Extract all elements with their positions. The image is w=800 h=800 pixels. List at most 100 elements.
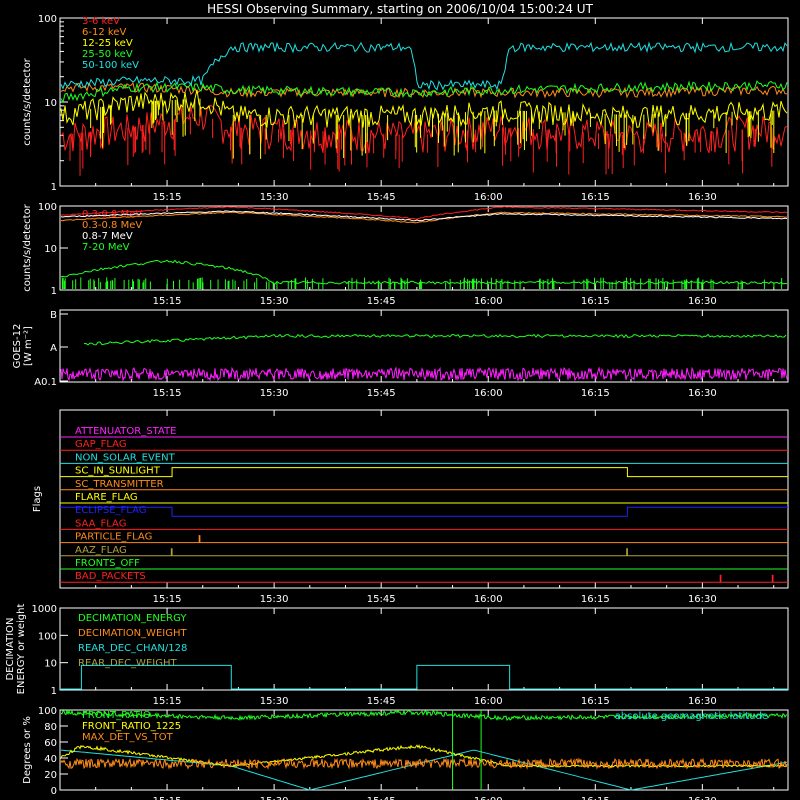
goes-panel-xtick-label: 16:15: [581, 388, 610, 399]
dec-ytick-label: 1: [51, 686, 57, 697]
front-panel-xtick-label: 16:30: [688, 796, 717, 800]
flags-panel-frame: [59, 409, 789, 589]
decimation-panel-xtick-label: 15:45: [367, 696, 396, 707]
decimation-panel-frame: [59, 607, 789, 691]
dec-legend-3: REAR_DEC_WEIGHT: [78, 658, 177, 669]
goes-ytick-label: A: [50, 343, 57, 354]
gamma-panel-xtick-label: 15:30: [260, 296, 289, 307]
svg-text:[W m⁻²]: [W m⁻²]: [23, 326, 34, 366]
front-ytick-label: 80: [44, 722, 57, 733]
flag-label-4: SC_TRANSMITTER: [75, 479, 164, 490]
front-ylabel: Degrees or %: [22, 716, 33, 784]
goes-ytick-label: B: [50, 310, 57, 321]
gamma-panel-xtick-label: 15:15: [153, 296, 182, 307]
chart-title: HESSI Observing Summary, starting on 200…: [207, 2, 593, 16]
gamma-series-2: [60, 210, 788, 222]
goes-panel-frame: [59, 309, 789, 383]
xray-panel-xtick-label: 15:45: [367, 192, 396, 203]
dec-legend-0: DECIMATION_ENERGY: [78, 613, 187, 624]
xray-ytick-label: 1: [51, 182, 57, 193]
xray-panel-xtick-label: 15:15: [153, 192, 182, 203]
front-series-2: [60, 757, 788, 770]
goes-series-low: [60, 366, 788, 382]
xray-series-0: [60, 104, 788, 154]
xray-panel-xtick-label: 16:15: [581, 192, 610, 203]
front-series-0: [60, 708, 788, 721]
flag-line-9: [60, 548, 788, 557]
flag-label-2: NON_SOLAR_EVENT: [75, 452, 176, 463]
xray-panel-xtick-label: 16:30: [688, 192, 717, 203]
flag-line-11: [60, 574, 788, 583]
front-panel-frame: [59, 709, 789, 791]
decimation-panel-xtick-label: 15:30: [260, 696, 289, 707]
front-ytick-label: 100: [38, 706, 57, 717]
goes-series-high: [83, 333, 787, 346]
xray-legend-3: 25-50 keV: [82, 49, 133, 60]
xray-panel-xtick-label: 16:00: [474, 192, 503, 203]
flag-line-3: [60, 467, 788, 478]
flag-line-8: [60, 535, 788, 544]
gamma-ytick-label: 100: [38, 202, 57, 213]
flags-panel-xtick-label: 16:00: [474, 594, 503, 605]
dec-ytick-label: 1000: [32, 604, 57, 615]
flag-label-5: FLARE_FLAG: [75, 492, 138, 503]
xray-legend-4: 50-100 keV: [82, 60, 139, 71]
flags-panel-xtick-label: 15:45: [367, 594, 396, 605]
gamma-series-0: [60, 206, 788, 220]
gamma-series-1: [60, 211, 788, 224]
xray-ytick-label: 100: [38, 14, 57, 25]
decimation-panel-xtick-label: 16:15: [581, 696, 610, 707]
flags-panel-xtick-label: 16:30: [688, 594, 717, 605]
dec-ytick-label: 10: [44, 659, 57, 670]
flag-label-11: BAD_PACKETS: [75, 571, 146, 582]
flags-ylabel: Flags: [32, 486, 43, 512]
flags-panel-xtick-label: 15:30: [260, 594, 289, 605]
flag-label-1: GAP_FLAG: [75, 439, 127, 450]
front-legend-1: FRONT_RATIO_1225: [82, 721, 181, 732]
goes-panel-xtick-label: 15:45: [367, 388, 396, 399]
gamma-panel-xtick-label: 15:45: [367, 296, 396, 307]
front-panel-xtick-label: 15:15: [153, 796, 182, 800]
gamma-panel-xtick-label: 16:30: [688, 296, 717, 307]
gamma-legend-2: 0.8-7 MeV: [82, 231, 133, 242]
gamma-ytick-label: 1: [51, 286, 57, 297]
decimation-panel-xtick-label: 15:15: [153, 696, 182, 707]
gamma-series-3: [60, 259, 788, 285]
xray-panel-xtick-label: 15:30: [260, 192, 289, 203]
flag-label-6: ECLIPSE_FLAG: [75, 505, 146, 516]
front-annotation: absolute geomagnetic latitude: [615, 711, 768, 722]
front-legend-2: MAX_DET_VS_TOT: [82, 732, 174, 743]
front-panel-xtick-label: 15:45: [367, 796, 396, 800]
front-ytick-label: 0: [51, 786, 57, 797]
xray-legend-1: 6-12 keV: [82, 27, 126, 38]
front-ytick-label: 60: [44, 738, 57, 749]
dec-ytick-label: 100: [38, 631, 57, 642]
flags-panel-xtick-label: 15:15: [153, 594, 182, 605]
front-panel-xtick-label: 16:00: [474, 796, 503, 800]
decimation-panel-xtick-label: 16:30: [688, 696, 717, 707]
goes-panel-xtick-label: 15:30: [260, 388, 289, 399]
flag-line-6: [60, 506, 788, 517]
front-ytick-label: 20: [44, 770, 57, 781]
flags-panel-xtick-label: 16:15: [581, 594, 610, 605]
xray-series-4: [60, 41, 788, 91]
xray-ylabel: counts/s/detector: [22, 57, 33, 145]
front-legend-0: FRONT_RATIO: [82, 710, 151, 721]
gamma-ylabel: counts/s/detector: [22, 203, 33, 291]
goes-panel-xtick-label: 16:30: [688, 388, 717, 399]
flag-label-10: FRONTS_OFF: [75, 558, 140, 569]
gamma-panel-xtick-label: 16:00: [474, 296, 503, 307]
decimation-panel-xtick-label: 16:00: [474, 696, 503, 707]
xray-legend-2: 12-25 keV: [82, 38, 133, 49]
dec-legend-1: DECIMATION_WEIGHT: [78, 628, 187, 639]
flag-label-3: SC_IN_SUNLIGHT: [75, 466, 161, 477]
front-panel-xtick-label: 16:15: [581, 796, 610, 800]
gamma-legend-1: 0.3-0.8 MeV: [82, 220, 142, 231]
xray-legend-0: 3-6 keV: [82, 16, 120, 27]
flag-label-0: ATTENUATOR_STATE: [75, 426, 176, 437]
svg-text:ENERGY or weight: ENERGY or weight: [16, 604, 27, 695]
xray-series-3: [60, 80, 788, 104]
gamma-ytick-label: 10: [44, 244, 57, 255]
gamma-panel-xtick-label: 16:15: [581, 296, 610, 307]
